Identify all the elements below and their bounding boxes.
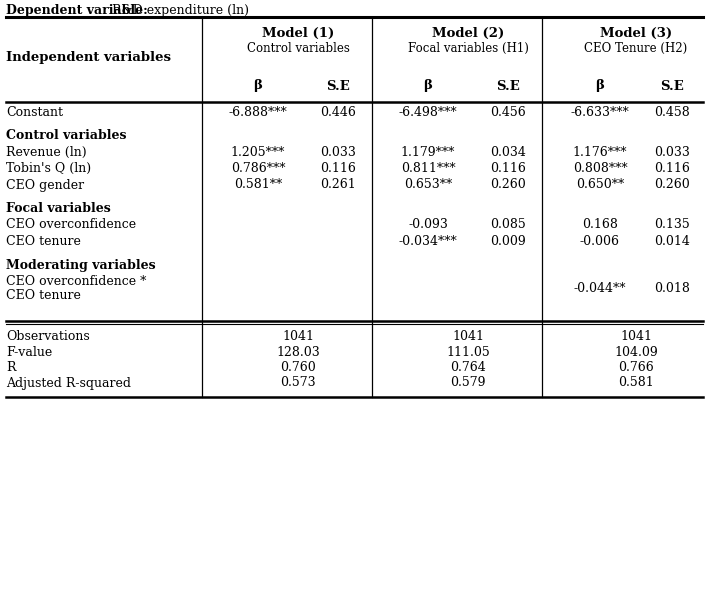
Text: 1.205***: 1.205***	[231, 146, 285, 159]
Text: Model (1): Model (1)	[262, 27, 334, 40]
Text: 0.034: 0.034	[490, 146, 526, 159]
Text: Tobin's Q (ln): Tobin's Q (ln)	[6, 162, 91, 175]
Text: 0.764: 0.764	[450, 361, 486, 374]
Text: 104.09: 104.09	[614, 346, 658, 359]
Text: Dependent variable:: Dependent variable:	[6, 4, 147, 17]
Text: -0.044**: -0.044**	[574, 282, 626, 295]
Text: Focal variables (H1): Focal variables (H1)	[408, 42, 528, 55]
Text: CEO gender: CEO gender	[6, 179, 84, 191]
Text: CEO overconfidence *: CEO overconfidence *	[6, 275, 146, 288]
Text: 0.116: 0.116	[490, 162, 526, 175]
Text: 0.116: 0.116	[320, 162, 356, 175]
Text: 0.573: 0.573	[280, 377, 316, 390]
Text: 128.03: 128.03	[276, 346, 320, 359]
Text: -0.093: -0.093	[408, 218, 448, 231]
Text: 0.014: 0.014	[654, 235, 690, 248]
Text: CEO overconfidence: CEO overconfidence	[6, 218, 136, 231]
Text: 0.260: 0.260	[654, 179, 690, 191]
Text: Control variables: Control variables	[6, 129, 126, 142]
Text: -6.498***: -6.498***	[398, 105, 457, 118]
Text: -6.888***: -6.888***	[228, 105, 287, 118]
Text: 0.458: 0.458	[654, 105, 690, 118]
Text: Control variables: Control variables	[247, 42, 350, 55]
Text: 0.116: 0.116	[654, 162, 690, 175]
Text: 0.135: 0.135	[654, 218, 690, 231]
Text: 1041: 1041	[452, 330, 484, 343]
Text: 1041: 1041	[282, 330, 314, 343]
Text: S.E: S.E	[326, 79, 350, 92]
Text: 0.260: 0.260	[490, 179, 526, 191]
Text: 1041: 1041	[620, 330, 652, 343]
Text: Model (3): Model (3)	[600, 27, 672, 40]
Text: Focal variables: Focal variables	[6, 202, 111, 215]
Text: 111.05: 111.05	[446, 346, 490, 359]
Text: β: β	[254, 79, 262, 92]
Text: Moderating variables: Moderating variables	[6, 259, 155, 272]
Text: 0.261: 0.261	[320, 179, 356, 191]
Text: 0.811***: 0.811***	[401, 162, 455, 175]
Text: Adjusted R-squared: Adjusted R-squared	[6, 377, 131, 390]
Text: 1.179***: 1.179***	[401, 146, 455, 159]
Text: F-value: F-value	[6, 346, 52, 359]
Text: -0.034***: -0.034***	[398, 235, 457, 248]
Text: S.E: S.E	[660, 79, 684, 92]
Text: S.E: S.E	[496, 79, 520, 92]
Text: R&D expenditure (ln): R&D expenditure (ln)	[108, 4, 249, 17]
Text: Constant: Constant	[6, 105, 63, 118]
Text: 0.033: 0.033	[654, 146, 690, 159]
Text: 0.168: 0.168	[582, 218, 618, 231]
Text: 0.579: 0.579	[450, 377, 486, 390]
Text: Model (2): Model (2)	[432, 27, 504, 40]
Text: Revenue (ln): Revenue (ln)	[6, 146, 86, 159]
Text: 0.808***: 0.808***	[573, 162, 627, 175]
Text: Observations: Observations	[6, 330, 90, 343]
Text: 0.581**: 0.581**	[234, 179, 282, 191]
Text: 0.653**: 0.653**	[404, 179, 452, 191]
Text: 0.446: 0.446	[320, 105, 356, 118]
Text: 0.018: 0.018	[654, 282, 690, 295]
Text: 0.760: 0.760	[280, 361, 316, 374]
Text: Independent variables: Independent variables	[6, 51, 171, 64]
Text: 0.581: 0.581	[618, 377, 654, 390]
Text: β: β	[596, 79, 605, 92]
Text: -6.633***: -6.633***	[571, 105, 630, 118]
Text: 0.456: 0.456	[490, 105, 526, 118]
Text: β: β	[423, 79, 432, 92]
Text: 1.176***: 1.176***	[573, 146, 627, 159]
Text: -0.006: -0.006	[580, 235, 620, 248]
Text: CEO tenure: CEO tenure	[6, 289, 81, 302]
Text: R: R	[6, 361, 16, 374]
Text: CEO tenure: CEO tenure	[6, 235, 81, 248]
Text: 0.033: 0.033	[320, 146, 356, 159]
Text: 0.085: 0.085	[490, 218, 526, 231]
Text: CEO Tenure (H2): CEO Tenure (H2)	[584, 42, 688, 55]
Text: 0.786***: 0.786***	[230, 162, 285, 175]
Text: 0.766: 0.766	[618, 361, 654, 374]
Text: 0.650**: 0.650**	[576, 179, 624, 191]
Text: 0.009: 0.009	[490, 235, 526, 248]
